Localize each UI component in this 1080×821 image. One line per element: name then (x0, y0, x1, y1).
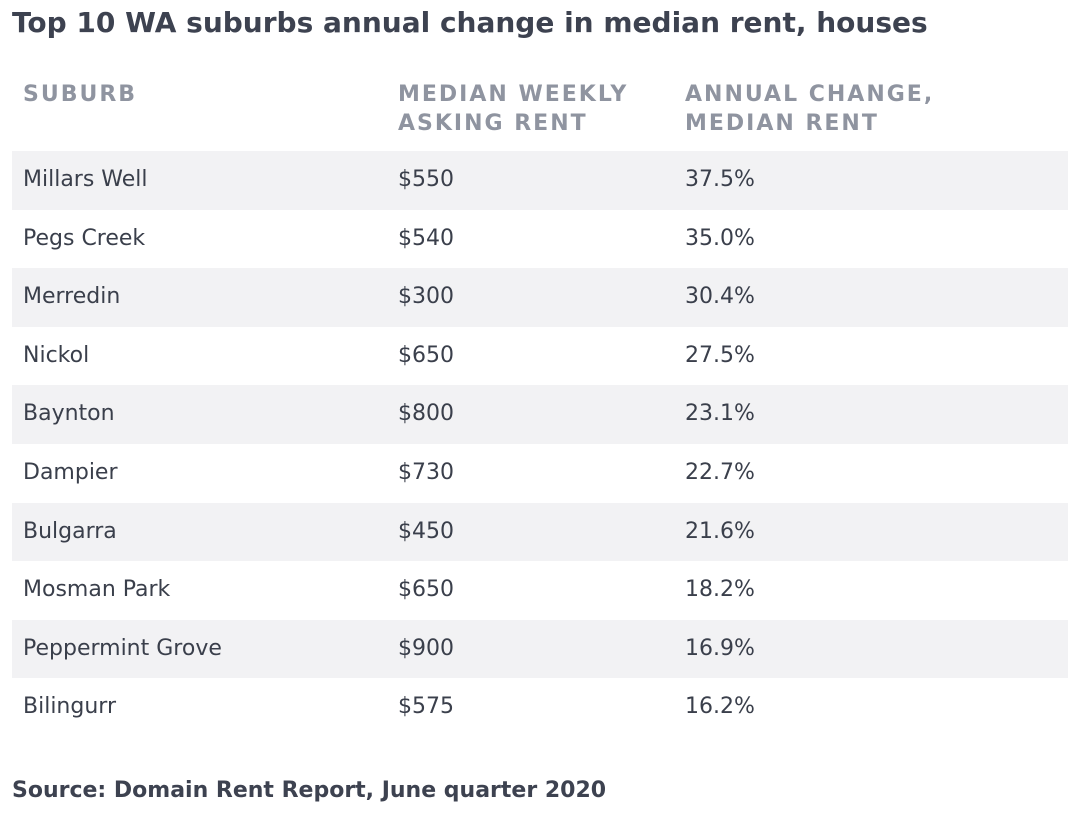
annual-change-cell: 22.7% (685, 459, 755, 485)
table-row: Baynton $800 23.1% (12, 385, 1068, 444)
table-row: Bulgarra $450 21.6% (12, 502, 1068, 562)
source-note: Source: Domain Rent Report, June quarter… (12, 778, 607, 803)
annual-change-cell: 37.5% (685, 167, 755, 192)
annual-change-cell: 16.2% (685, 694, 755, 720)
suburb-cell: Bulgarra (23, 518, 117, 544)
median-rent-cell: $550 (398, 167, 454, 192)
suburb-cell: Millars Well (23, 167, 148, 192)
table-row: Nickol $650 27.5% (12, 327, 1068, 386)
annual-change-cell: 30.4% (685, 284, 755, 310)
annual-change-cell: 23.1% (685, 401, 755, 427)
median-rent-cell: $575 (398, 694, 454, 720)
median-rent-cell: $650 (398, 342, 454, 368)
median-rent-cell: $730 (398, 459, 454, 485)
suburb-cell: Mosman Park (23, 577, 171, 603)
table-row: Pegs Creek $540 35.0% (12, 210, 1068, 269)
table-row: Peppermint Grove $900 16.9% (12, 619, 1068, 679)
median-rent-cell: $540 (398, 225, 454, 251)
column-header-median-weekly-asking-rent: MEDIAN WEEKLY ASKING RENT (398, 82, 629, 136)
table-row: Dampier $730 22.7% (12, 444, 1068, 503)
median-rent-cell: $650 (398, 577, 454, 603)
chart-title: Top 10 WA suburbs annual change in media… (12, 6, 928, 39)
table-row: Bilingurr $575 16.2% (12, 678, 1068, 737)
table-row: Mosman Park $650 18.2% (12, 561, 1068, 620)
annual-change-cell: 16.9% (685, 635, 755, 661)
table-body: Millars Well $550 37.5% Pegs Creek $540 35.0%… (12, 151, 1068, 737)
suburb-cell: Merredin (23, 284, 121, 310)
annual-change-cell: 35.0% (685, 225, 755, 251)
column-header-annual-change-median-rent: ANNUAL CHANGE, MEDIAN RENT (685, 82, 935, 136)
annual-change-cell: 27.5% (685, 342, 755, 368)
suburb-cell: Nickol (23, 342, 90, 368)
table-row: Millars Well $550 37.5% (12, 151, 1068, 210)
column-header-suburb: SUBURB (23, 82, 138, 107)
suburb-cell: Pegs Creek (23, 225, 146, 251)
annual-change-cell: 21.6% (685, 518, 755, 544)
median-rent-cell: $900 (398, 635, 454, 661)
suburb-cell: Baynton (23, 401, 115, 427)
median-rent-cell: $450 (398, 518, 454, 544)
suburb-cell: Peppermint Grove (23, 635, 222, 661)
median-rent-cell: $300 (398, 284, 454, 310)
annual-change-cell: 18.2% (685, 577, 755, 603)
suburb-cell: Bilingurr (23, 694, 116, 720)
suburb-cell: Dampier (23, 459, 118, 485)
table-header: SUBURB MEDIAN WEEKLY ASKING RENT ANNUAL … (12, 80, 1068, 140)
median-rent-cell: $800 (398, 401, 454, 427)
table-row: Merredin $300 30.4% (12, 268, 1068, 327)
